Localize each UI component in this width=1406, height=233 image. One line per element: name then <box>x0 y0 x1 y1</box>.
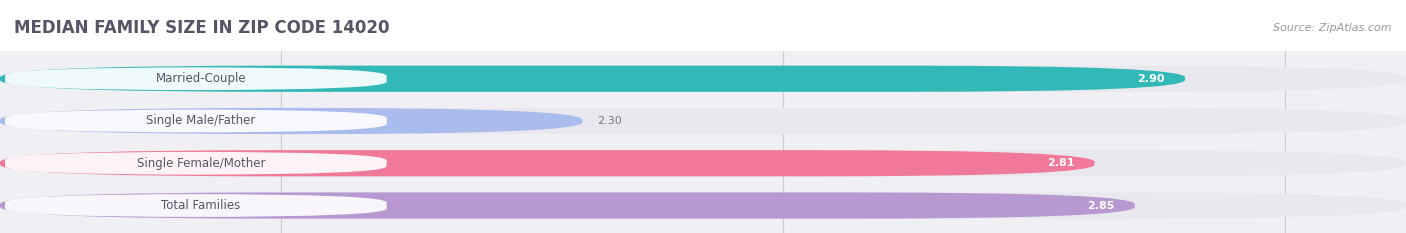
Text: Single Male/Father: Single Male/Father <box>146 114 256 127</box>
FancyBboxPatch shape <box>0 192 1135 219</box>
Text: 2.90: 2.90 <box>1137 74 1166 84</box>
Text: 2.81: 2.81 <box>1047 158 1074 168</box>
FancyBboxPatch shape <box>6 67 387 90</box>
FancyBboxPatch shape <box>0 108 1406 134</box>
FancyBboxPatch shape <box>6 110 387 132</box>
Text: Single Female/Mother: Single Female/Mother <box>136 157 266 170</box>
FancyBboxPatch shape <box>6 152 387 175</box>
FancyBboxPatch shape <box>0 108 582 134</box>
FancyBboxPatch shape <box>0 150 1406 176</box>
FancyBboxPatch shape <box>6 194 387 217</box>
Text: 2.85: 2.85 <box>1087 201 1115 211</box>
Text: Total Families: Total Families <box>162 199 240 212</box>
FancyBboxPatch shape <box>0 66 1406 92</box>
FancyBboxPatch shape <box>0 66 1185 92</box>
Text: Source: ZipAtlas.com: Source: ZipAtlas.com <box>1274 23 1392 33</box>
FancyBboxPatch shape <box>0 150 1095 176</box>
Text: Married-Couple: Married-Couple <box>156 72 246 85</box>
Text: 2.30: 2.30 <box>598 116 623 126</box>
FancyBboxPatch shape <box>0 192 1406 219</box>
Text: MEDIAN FAMILY SIZE IN ZIP CODE 14020: MEDIAN FAMILY SIZE IN ZIP CODE 14020 <box>14 19 389 37</box>
